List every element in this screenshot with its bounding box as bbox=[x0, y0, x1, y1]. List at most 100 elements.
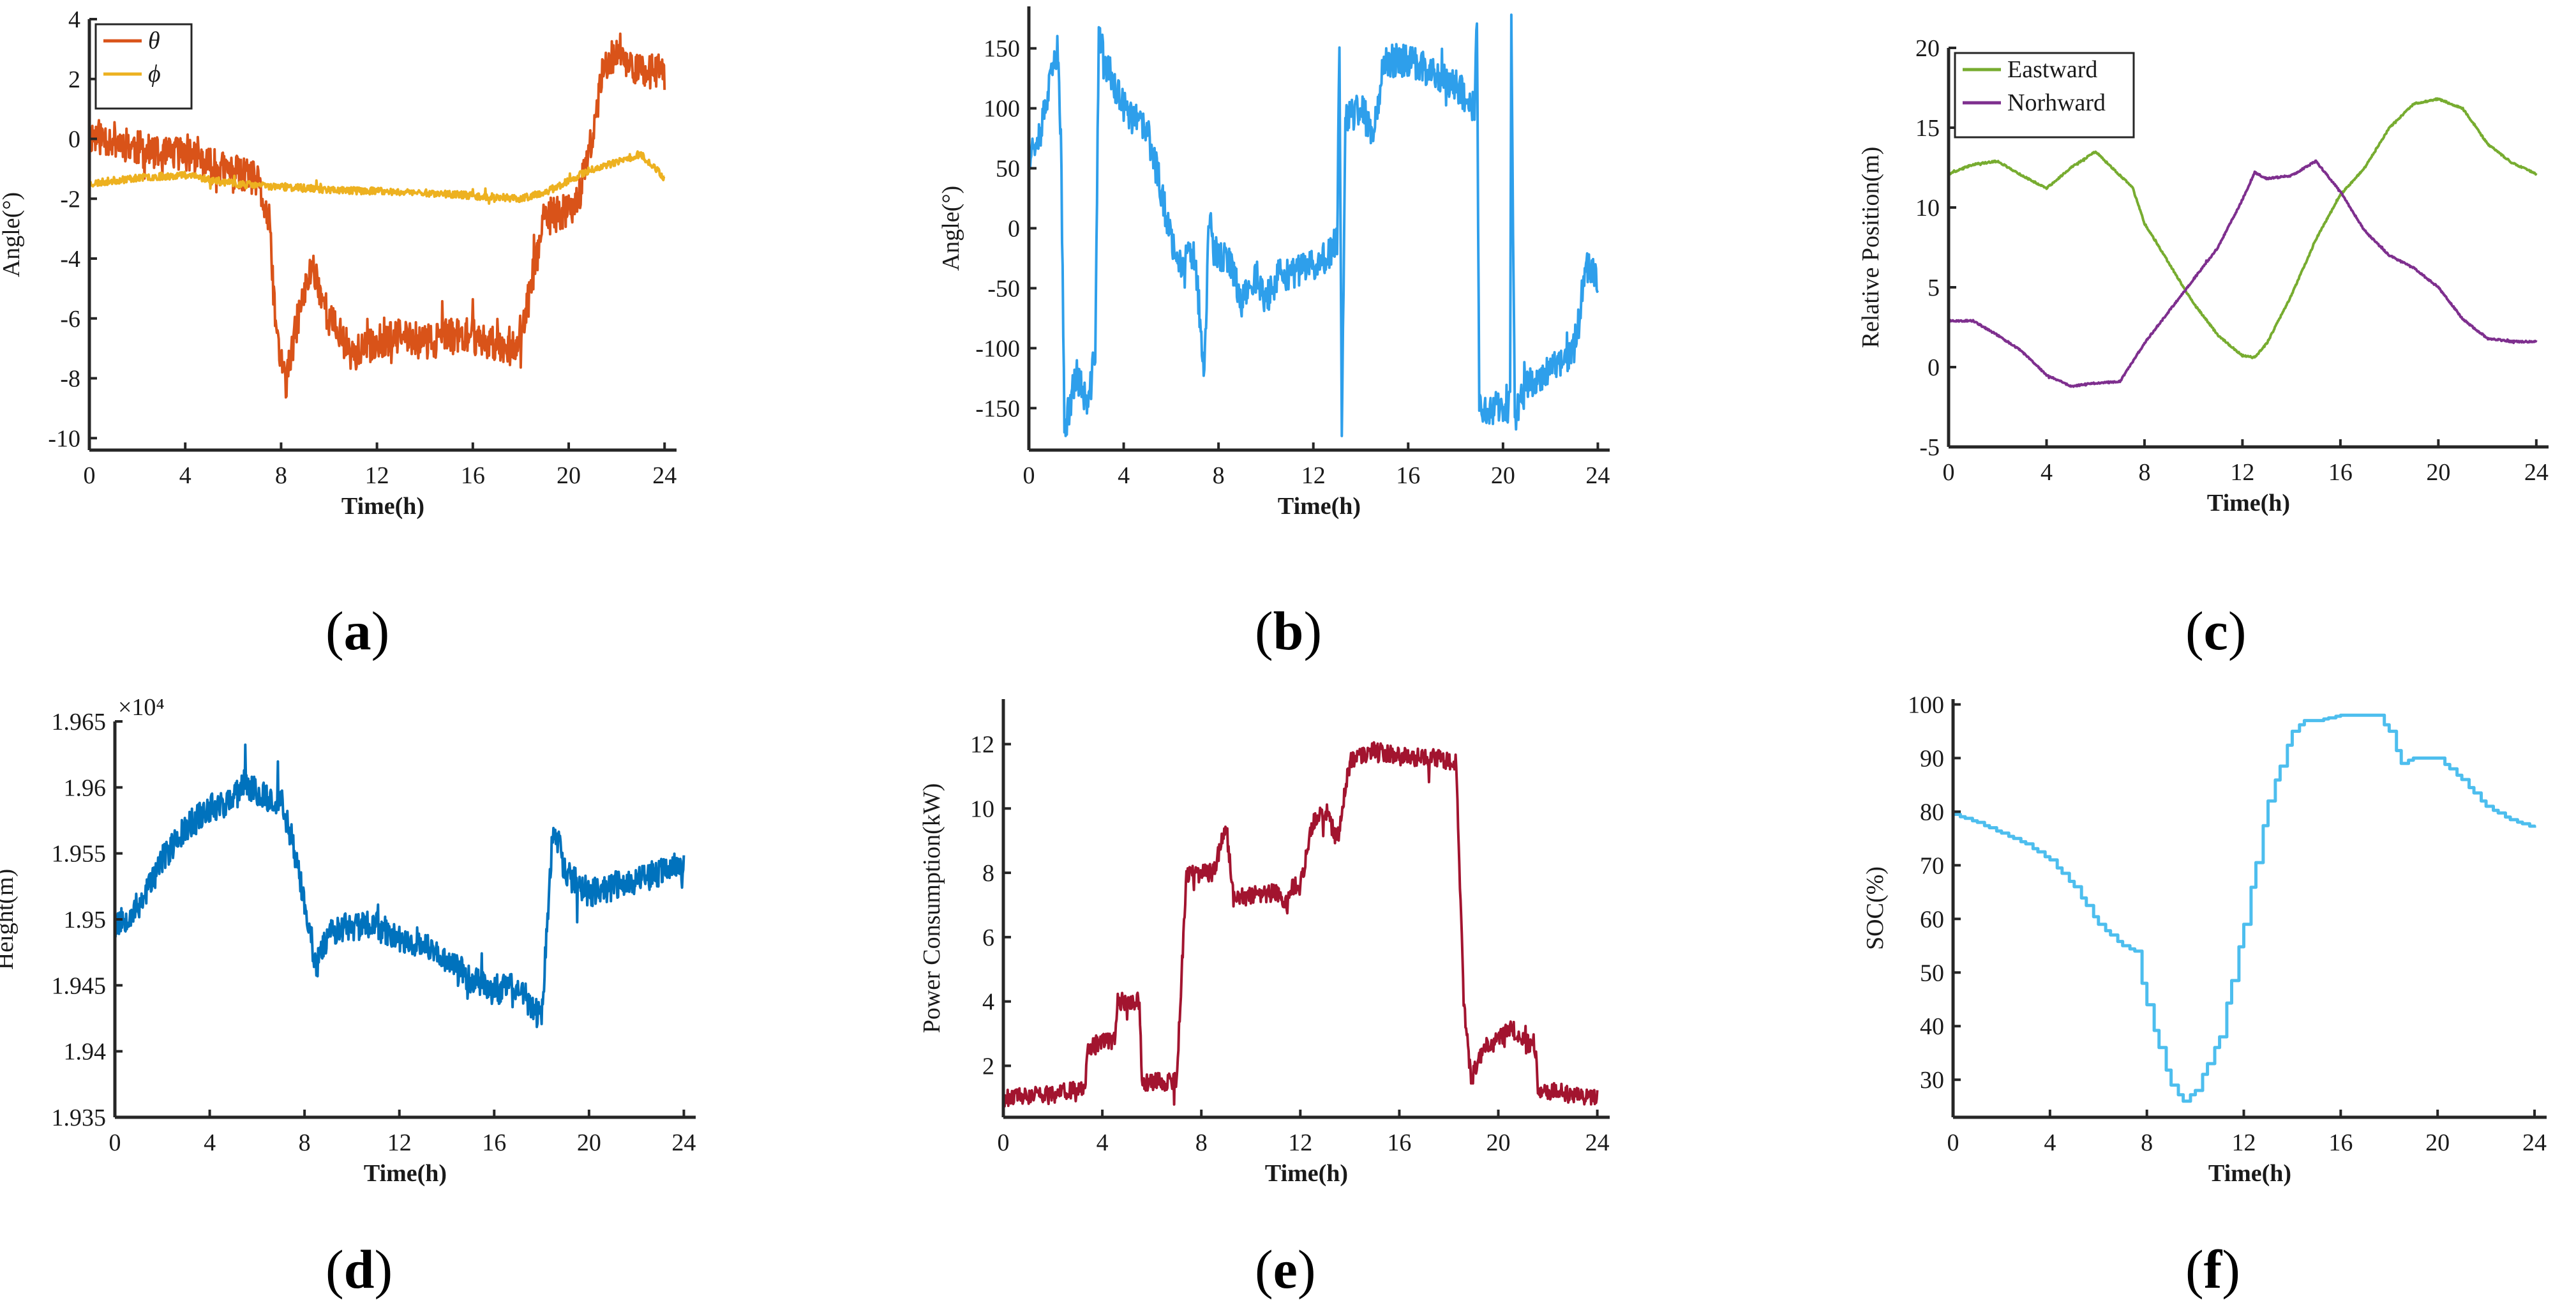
x-axis-label: Time(h) bbox=[341, 493, 424, 520]
panel-label-b: b bbox=[1273, 600, 1304, 661]
x-tick-label: 20 bbox=[2426, 459, 2450, 486]
y-tick-label: 1.955 bbox=[52, 841, 107, 868]
y-tick-label: 20 bbox=[1915, 35, 1940, 62]
panel-label-a: a bbox=[343, 600, 371, 661]
y-tick-label: 10 bbox=[970, 795, 994, 822]
panel-caption-e: (e) bbox=[1255, 1239, 1316, 1300]
y-tick-label: 0 bbox=[1008, 216, 1020, 243]
series-line-c-1 bbox=[1949, 159, 2538, 388]
y-tick-label: 4 bbox=[68, 6, 80, 33]
x-tick-label: 24 bbox=[2524, 459, 2549, 486]
x-tick-label: 12 bbox=[365, 462, 389, 489]
x-tick-label: 20 bbox=[557, 462, 581, 489]
legend-box bbox=[94, 23, 193, 110]
y-tick-label: 40 bbox=[1920, 1013, 1944, 1040]
x-tick-label: 4 bbox=[2044, 1129, 2056, 1156]
series-line-a-1 bbox=[89, 150, 666, 205]
y-tick-label: 50 bbox=[996, 156, 1020, 183]
x-tick-label: 24 bbox=[652, 462, 677, 489]
chart-b: 0 4 8 12 16 20 24 -150 -100 -50 0 50 100 150 Time(h) An… bbox=[938, 6, 1610, 520]
series-line-b-0 bbox=[1029, 13, 1599, 437]
x-axis-label: Time(h) bbox=[1278, 493, 1361, 520]
y-tick-label: -8 bbox=[60, 366, 80, 393]
panel-label-f: f bbox=[2203, 1239, 2222, 1300]
y-tick-label: 2 bbox=[982, 1053, 994, 1080]
legend-label: θ bbox=[148, 27, 160, 54]
panel-label-d: d bbox=[343, 1239, 375, 1300]
y-tick-label: 6 bbox=[982, 924, 994, 951]
chart-d: 0 4 8 12 16 20 24 1.935 1.94 1.945 1.95 1.955 1.96 1.… bbox=[0, 694, 696, 1187]
legend-label: Eastward bbox=[2007, 56, 2097, 83]
panel-caption-c: (c) bbox=[2185, 600, 2247, 661]
x-tick-label: 24 bbox=[1585, 462, 1610, 489]
y-tick-label: 12 bbox=[970, 732, 994, 758]
x-axis-label: Time(h) bbox=[2208, 1160, 2291, 1187]
y-tick-label: -4 bbox=[60, 246, 80, 273]
y-tick-label: 10 bbox=[1915, 195, 1940, 222]
y-tick-label: -2 bbox=[60, 186, 80, 213]
x-tick-label: 20 bbox=[1491, 462, 1515, 489]
x-tick-label: 8 bbox=[299, 1129, 311, 1156]
x-tick-label: 0 bbox=[1947, 1129, 1959, 1156]
x-tick-label: 8 bbox=[275, 462, 287, 489]
y-tick-label: 100 bbox=[1908, 691, 1944, 718]
y-tick-label: 1.965 bbox=[52, 709, 107, 735]
legend-box bbox=[1954, 52, 2135, 139]
y-tick-label: 8 bbox=[982, 860, 994, 887]
x-tick-label: 4 bbox=[1097, 1129, 1109, 1156]
y-tick-label: -150 bbox=[975, 395, 1020, 422]
y-tick-label: 1.95 bbox=[64, 907, 107, 933]
y-tick-label: 30 bbox=[1920, 1067, 1944, 1094]
legend-label: Norhward bbox=[2007, 89, 2106, 116]
x-tick-label: 12 bbox=[1301, 462, 1326, 489]
y-tick-label: 80 bbox=[1920, 799, 1944, 826]
y-axis-label: Angle(°) bbox=[938, 186, 964, 271]
x-tick-label: 4 bbox=[2041, 459, 2053, 486]
x-tick-label: 20 bbox=[1486, 1129, 1511, 1156]
x-tick-label: 24 bbox=[671, 1129, 696, 1156]
series-line-f-0 bbox=[1953, 713, 2536, 1103]
y-tick-label: 0 bbox=[1928, 354, 1940, 381]
y-tick-label: 1.96 bbox=[64, 774, 107, 801]
y-axis-label: Power Consumption(kW) bbox=[918, 783, 945, 1034]
series-line-c-0 bbox=[1949, 97, 2538, 359]
series-line-e-0 bbox=[1003, 741, 1599, 1108]
chart-a: 0 4 8 12 16 20 24-10-8-6-4-2024Time(h)Angle(°)… bbox=[0, 6, 677, 520]
x-tick-label: 16 bbox=[2328, 1129, 2353, 1156]
x-tick-label: 16 bbox=[482, 1129, 506, 1156]
x-tick-label: 0 bbox=[109, 1129, 121, 1156]
x-tick-label: 4 bbox=[1118, 462, 1130, 489]
y-tick-label: 1.935 bbox=[52, 1105, 107, 1131]
panel-label-e: e bbox=[1273, 1239, 1298, 1300]
y-tick-label: -6 bbox=[60, 306, 80, 333]
x-tick-label: 0 bbox=[84, 462, 96, 489]
y-tick-label: 1.94 bbox=[64, 1039, 107, 1066]
legend-label: ϕ bbox=[148, 61, 161, 87]
x-tick-label: 8 bbox=[2138, 459, 2150, 486]
x-tick-label: 16 bbox=[1396, 462, 1420, 489]
y-tick-label: 150 bbox=[984, 36, 1020, 63]
x-tick-label: 16 bbox=[461, 462, 485, 489]
y-tick-label: 100 bbox=[984, 96, 1020, 123]
y-tick-label: 90 bbox=[1920, 745, 1944, 772]
x-tick-label: 0 bbox=[1023, 462, 1035, 489]
y-tick-label: 0 bbox=[68, 126, 80, 153]
y-tick-label: -100 bbox=[975, 335, 1020, 362]
y-tick-label: 4 bbox=[982, 989, 994, 1016]
chart-f: 0 4 8 12 16 20 24 30 40 50 60 70 80 90 100 Time(h) SOC(%… bbox=[1862, 691, 2547, 1187]
y-tick-label: 15 bbox=[1915, 115, 1940, 142]
y-tick-label: 5 bbox=[1928, 275, 1940, 301]
y-scale-note: ×10⁴ bbox=[118, 694, 165, 721]
x-tick-label: 20 bbox=[577, 1129, 601, 1156]
x-tick-label: 8 bbox=[1195, 1129, 1208, 1156]
x-tick-label: 12 bbox=[2232, 1129, 2256, 1156]
x-tick-label: 24 bbox=[1585, 1129, 1610, 1156]
y-axis-label: Angle(°) bbox=[0, 192, 25, 277]
y-tick-label: 1.945 bbox=[52, 972, 107, 999]
y-axis-label: Height(m) bbox=[0, 869, 19, 970]
y-tick-label: 2 bbox=[68, 66, 80, 93]
series-line-a-0 bbox=[89, 32, 666, 399]
